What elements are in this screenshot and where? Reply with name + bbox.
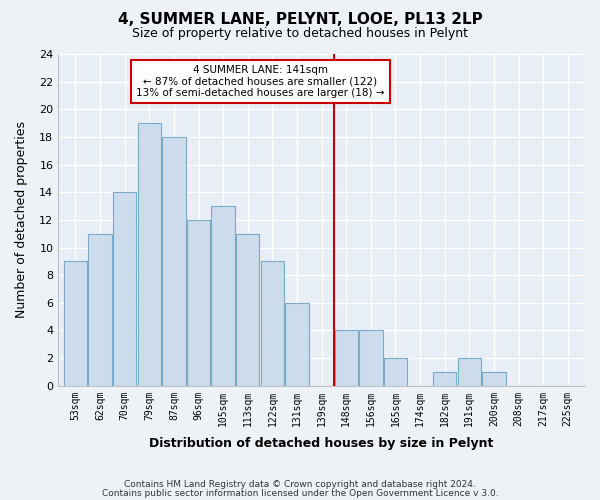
Bar bbox=[335, 330, 358, 386]
Bar bbox=[260, 262, 284, 386]
Text: Contains HM Land Registry data © Crown copyright and database right 2024.: Contains HM Land Registry data © Crown c… bbox=[124, 480, 476, 489]
Bar bbox=[286, 303, 308, 386]
Y-axis label: Number of detached properties: Number of detached properties bbox=[15, 122, 28, 318]
Text: 4, SUMMER LANE, PELYNT, LOOE, PL13 2LP: 4, SUMMER LANE, PELYNT, LOOE, PL13 2LP bbox=[118, 12, 482, 28]
Text: Size of property relative to detached houses in Pelynt: Size of property relative to detached ho… bbox=[132, 28, 468, 40]
Text: Contains public sector information licensed under the Open Government Licence v : Contains public sector information licen… bbox=[101, 488, 499, 498]
X-axis label: Distribution of detached houses by size in Pelynt: Distribution of detached houses by size … bbox=[149, 437, 494, 450]
Bar bbox=[162, 137, 185, 386]
Bar bbox=[88, 234, 112, 386]
Bar bbox=[236, 234, 259, 386]
Bar bbox=[359, 330, 383, 386]
Bar bbox=[433, 372, 457, 386]
Bar bbox=[482, 372, 506, 386]
Bar bbox=[137, 123, 161, 386]
Bar bbox=[384, 358, 407, 386]
Bar bbox=[113, 192, 136, 386]
Bar bbox=[64, 262, 87, 386]
Bar bbox=[458, 358, 481, 386]
Bar bbox=[211, 206, 235, 386]
Text: 4 SUMMER LANE: 141sqm
← 87% of detached houses are smaller (122)
13% of semi-det: 4 SUMMER LANE: 141sqm ← 87% of detached … bbox=[136, 65, 385, 98]
Bar bbox=[187, 220, 210, 386]
